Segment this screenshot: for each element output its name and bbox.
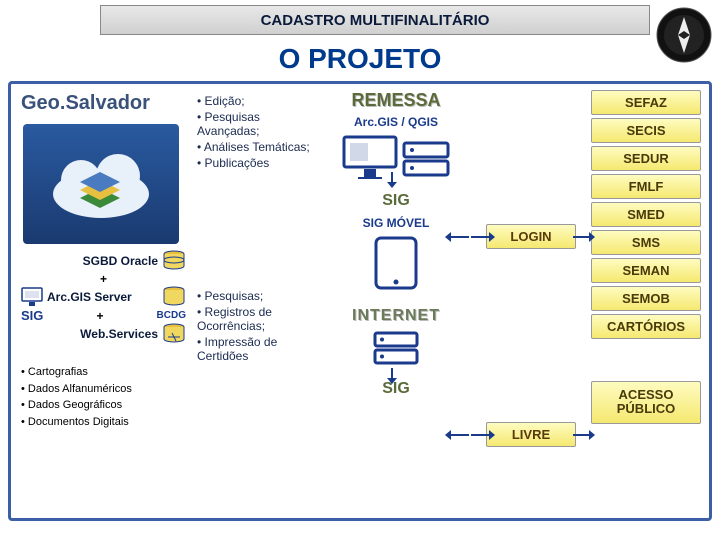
pc-mini-icon — [21, 287, 43, 307]
connector — [451, 236, 469, 238]
list-item: Análises Temáticas; — [197, 140, 317, 154]
list-item: Publicações — [197, 156, 317, 170]
list-item: Registros de Ocorrências; — [197, 305, 317, 333]
connector — [471, 236, 489, 238]
brand-geosalvador: Geo.Salvador — [21, 92, 150, 115]
list-item: Edição; — [197, 94, 317, 108]
data-bullet-list: Cartografias Dados Alfanuméricos Dados G… — [21, 364, 132, 430]
plus-1: + — [21, 272, 186, 286]
list-item: Dados Geográficos — [21, 397, 132, 414]
org-box: FMLF — [591, 174, 701, 199]
desktop-icon — [342, 135, 398, 179]
webservices-label: Web.Services — [21, 327, 158, 341]
arcqgis-label: Arc.GIS / QGIS — [321, 115, 471, 129]
connector — [451, 434, 469, 436]
project-title: O PROJETO — [0, 43, 720, 75]
features-bot-list: Pesquisas; Registros de Ocorrências; Imp… — [197, 289, 317, 365]
connector — [471, 434, 489, 436]
access-box: ACESSO PÚBLICO — [591, 381, 701, 424]
login-box: LOGIN — [486, 224, 576, 249]
server-icon-2 — [373, 331, 419, 367]
sgbd-label: SGBD Oracle — [21, 254, 158, 268]
internet-label: INTERNET — [321, 307, 471, 325]
sigmovel-label: SIG MÓVEL — [321, 216, 471, 230]
org-box: SMS — [591, 230, 701, 255]
list-item: Pesquisas; — [197, 289, 317, 303]
list-item: Cartografias — [21, 364, 132, 381]
org-box: SEFAZ — [591, 90, 701, 115]
main-frame: Geo.Salvador SGBD Oracle + Arc.GIS Serve… — [8, 81, 712, 521]
connector — [391, 368, 393, 378]
livre-box: LIVRE — [486, 422, 576, 447]
sig-center-label: SIG — [321, 192, 471, 210]
cloud-panel — [23, 124, 179, 244]
org-box: CARTÓRIOS — [591, 314, 701, 339]
org-box: SECIS — [591, 118, 701, 143]
seal-logo — [656, 7, 712, 63]
list-item: Documentos Digitais — [21, 414, 132, 431]
tablet-icon — [374, 236, 418, 290]
header-bar: CADASTRO MULTIFINALITÁRIO — [100, 5, 650, 35]
org-box: SEDUR — [591, 146, 701, 171]
bcdg-label: BCDG — [157, 310, 186, 321]
ws-db-icon — [162, 323, 186, 345]
server-icon — [402, 141, 450, 179]
list-item: Impressão de Certidões — [197, 335, 317, 363]
sig-small-label: SIG — [21, 308, 43, 323]
list-item: Dados Alfanuméricos — [21, 381, 132, 398]
org-box: SEMAN — [591, 258, 701, 283]
list-item: Pesquisas Avançadas; — [197, 110, 317, 138]
center-column: REMESSA Arc.GIS / QGIS SIG SIG MÓVEL INT… — [321, 90, 471, 398]
connector — [573, 434, 589, 436]
org-box: SMED — [591, 202, 701, 227]
bcdg-db-icon — [162, 286, 186, 308]
remessa-label: REMESSA — [321, 90, 471, 111]
plus-2: + — [49, 309, 150, 323]
connector — [391, 172, 393, 182]
database-icon — [162, 250, 186, 272]
connector — [573, 236, 589, 238]
org-box: SEMOB — [591, 286, 701, 311]
orgs-column: SEFAZ SECIS SEDUR FMLF SMED SMS SEMAN SE… — [591, 90, 701, 424]
arcgis-server-label: Arc.GIS Server — [47, 290, 158, 304]
features-top-list: Edição; Pesquisas Avançadas; Análises Te… — [197, 94, 317, 172]
stack-panel: SGBD Oracle + Arc.GIS Server SIG + BCDG … — [21, 250, 186, 345]
